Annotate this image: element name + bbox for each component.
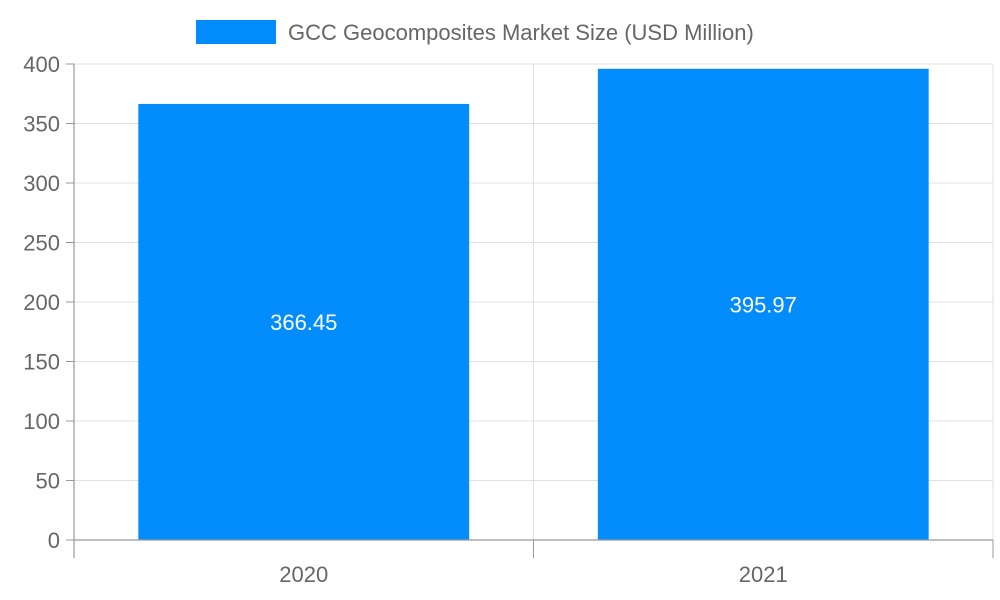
legend-swatch xyxy=(196,20,276,44)
x-tick-label: 2020 xyxy=(279,562,328,587)
data-label: 366.45 xyxy=(270,310,337,335)
legend[interactable]: GCC Geocomposites Market Size (USD Milli… xyxy=(196,20,754,45)
bar-2020[interactable] xyxy=(138,103,470,540)
y-tick-label: 400 xyxy=(23,52,60,77)
y-tick-label: 350 xyxy=(23,112,60,137)
y-tick-label: 100 xyxy=(23,409,60,434)
data-label: 395.97 xyxy=(730,292,797,317)
y-tick-label: 300 xyxy=(23,171,60,196)
y-axis-ticks: 0 50 100 150 200 250 300 350 400 xyxy=(23,52,74,553)
y-tick-label: 50 xyxy=(36,469,60,494)
data-labels: 366.45 395.97 xyxy=(270,292,797,335)
y-tick-label: 0 xyxy=(48,528,60,553)
y-tick-label: 250 xyxy=(23,231,60,256)
legend-label: GCC Geocomposites Market Size (USD Milli… xyxy=(288,20,754,45)
y-tick-label: 150 xyxy=(23,350,60,375)
x-axis-ticks: 2020 2021 xyxy=(73,540,994,587)
bars xyxy=(138,68,929,540)
x-tick-label: 2021 xyxy=(739,562,788,587)
bar-2021[interactable] xyxy=(597,68,929,540)
y-tick-label: 200 xyxy=(23,290,60,315)
